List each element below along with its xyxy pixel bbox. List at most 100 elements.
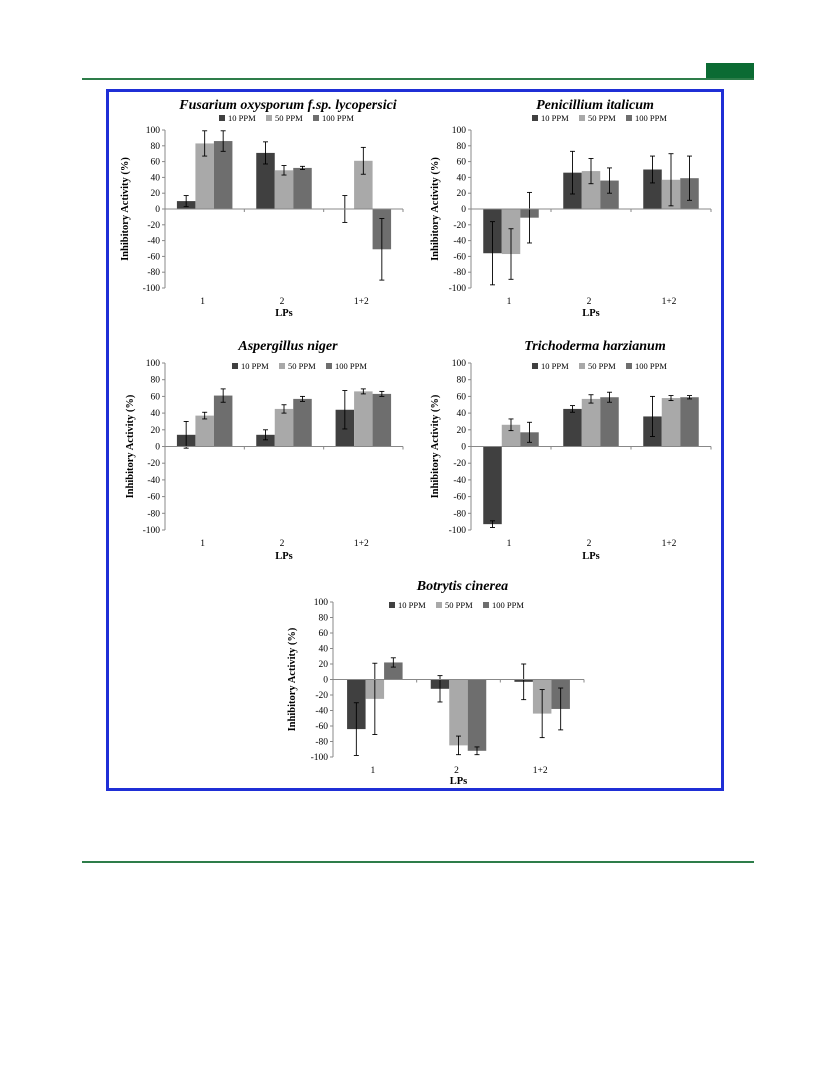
legend-swatch (626, 363, 632, 369)
bar (483, 446, 502, 525)
legend-swatch (532, 363, 538, 369)
y-tick-label: 60 (457, 392, 467, 402)
y-tick-label: 40 (319, 645, 329, 655)
legend-swatch (579, 115, 585, 121)
y-tick-label: -100 (143, 526, 161, 536)
bar (643, 169, 662, 209)
figure-frame: Fusarium oxysporum f.sp. lycopersici 10 P… (106, 89, 724, 791)
x-tick-label: 1+2 (662, 297, 677, 307)
y-tick-label: -60 (453, 493, 466, 503)
y-tick-label: 60 (319, 629, 329, 639)
chart-botrytis: Botrytis cinerea 10 PPM 50 PPM 100 PPM 100 80… (287, 579, 585, 787)
bar (293, 167, 312, 209)
legend-label: 50 PPM (445, 600, 473, 610)
legend-label: 50 PPM (288, 361, 316, 371)
legend-label: 100 PPM (635, 113, 667, 123)
y-tick-label: 100 (146, 359, 161, 369)
y-tick-label: -80 (453, 509, 466, 519)
legend-swatch (626, 115, 632, 121)
bar (581, 398, 601, 447)
y-tick-label: -100 (449, 526, 467, 536)
x-axis-label: LPs (582, 551, 600, 562)
y-tick-label: 40 (457, 409, 467, 419)
y-tick-label: -80 (315, 738, 328, 748)
legend-label: 100 PPM (635, 361, 667, 371)
y-axis-label: Inhibitory Activity (%) (125, 394, 136, 498)
y-tick-label: -40 (453, 237, 466, 247)
bar (680, 397, 699, 447)
bar (661, 398, 681, 447)
y-axis-label: Inhibitory Activity (%) (120, 157, 131, 261)
y-axis-label: Inhibitory Activity (%) (287, 627, 298, 731)
y-tick-label: -100 (143, 284, 161, 294)
x-tick-label: 1+2 (662, 539, 677, 549)
x-tick-label: 1 (200, 539, 205, 549)
x-tick-label: 1 (200, 297, 205, 307)
legend-label: 100 PPM (335, 361, 367, 371)
x-tick-label: 2 (587, 539, 592, 549)
legend-swatch (389, 602, 395, 608)
x-axis-label: LPs (450, 776, 468, 787)
legend-swatch (313, 115, 319, 121)
legend-label: 50 PPM (588, 113, 616, 123)
y-tick-label: 40 (457, 173, 467, 183)
y-tick-label: 80 (151, 376, 161, 386)
y-tick-label: 100 (146, 126, 161, 136)
y-tick-label: 60 (457, 158, 467, 168)
x-tick-label: 2 (280, 539, 285, 549)
y-tick-label: 0 (155, 205, 160, 215)
bar (195, 415, 214, 447)
legend-label: 50 PPM (275, 113, 303, 123)
bar (467, 679, 487, 751)
y-tick-label: 20 (457, 426, 467, 436)
y-tick-label: -20 (453, 459, 466, 469)
x-tick-label: 1 (507, 539, 512, 549)
y-tick-label: 80 (457, 142, 467, 152)
legend-label: 100 PPM (322, 113, 354, 123)
footer-rule (82, 861, 754, 863)
legend-swatch (436, 602, 442, 608)
legend-swatch (266, 115, 272, 121)
y-tick-label: -80 (147, 509, 160, 519)
y-tick-label: -20 (453, 221, 466, 231)
x-tick-label: 1 (370, 766, 375, 776)
x-axis-label: LPs (582, 308, 600, 319)
legend-swatch (483, 602, 489, 608)
chart-title: Aspergillus niger (237, 339, 338, 354)
bar (563, 408, 582, 447)
bar (372, 393, 392, 447)
legend-label: 10 PPM (228, 113, 256, 123)
bar (274, 170, 294, 209)
bar (600, 180, 619, 209)
y-tick-label: 80 (151, 142, 161, 152)
bar (274, 408, 294, 447)
legend-label: 50 PPM (588, 361, 616, 371)
y-tick-label: -80 (453, 268, 466, 278)
bar (581, 171, 601, 209)
y-tick-label: 20 (151, 426, 161, 436)
y-tick-label: 40 (151, 173, 161, 183)
x-tick-label: 1 (507, 297, 512, 307)
y-tick-label: 80 (319, 614, 329, 624)
bar (449, 679, 468, 746)
x-tick-label: 2 (587, 297, 592, 307)
bar (501, 424, 521, 447)
header-rule (82, 78, 754, 80)
bar (354, 160, 373, 209)
bar (256, 434, 275, 447)
y-tick-label: 20 (319, 660, 329, 670)
legend-label: 10 PPM (541, 361, 569, 371)
y-tick-label: 40 (151, 409, 161, 419)
y-tick-label: -20 (315, 691, 328, 701)
chart-aspergillus: Aspergillus niger 10 PPM 50 PPM 100 PPM 100 8… (125, 339, 404, 562)
bar (213, 395, 233, 447)
bar (354, 391, 373, 447)
y-tick-label: 0 (461, 205, 466, 215)
chart-title: Trichoderma harzianum (524, 339, 666, 354)
x-tick-label: 1+2 (354, 297, 369, 307)
y-tick-label: -100 (449, 284, 467, 294)
chart-trichoderma: Trichoderma harzianum 10 PPM 50 PPM 100 PPM… (430, 339, 712, 562)
x-tick-label: 2 (280, 297, 285, 307)
